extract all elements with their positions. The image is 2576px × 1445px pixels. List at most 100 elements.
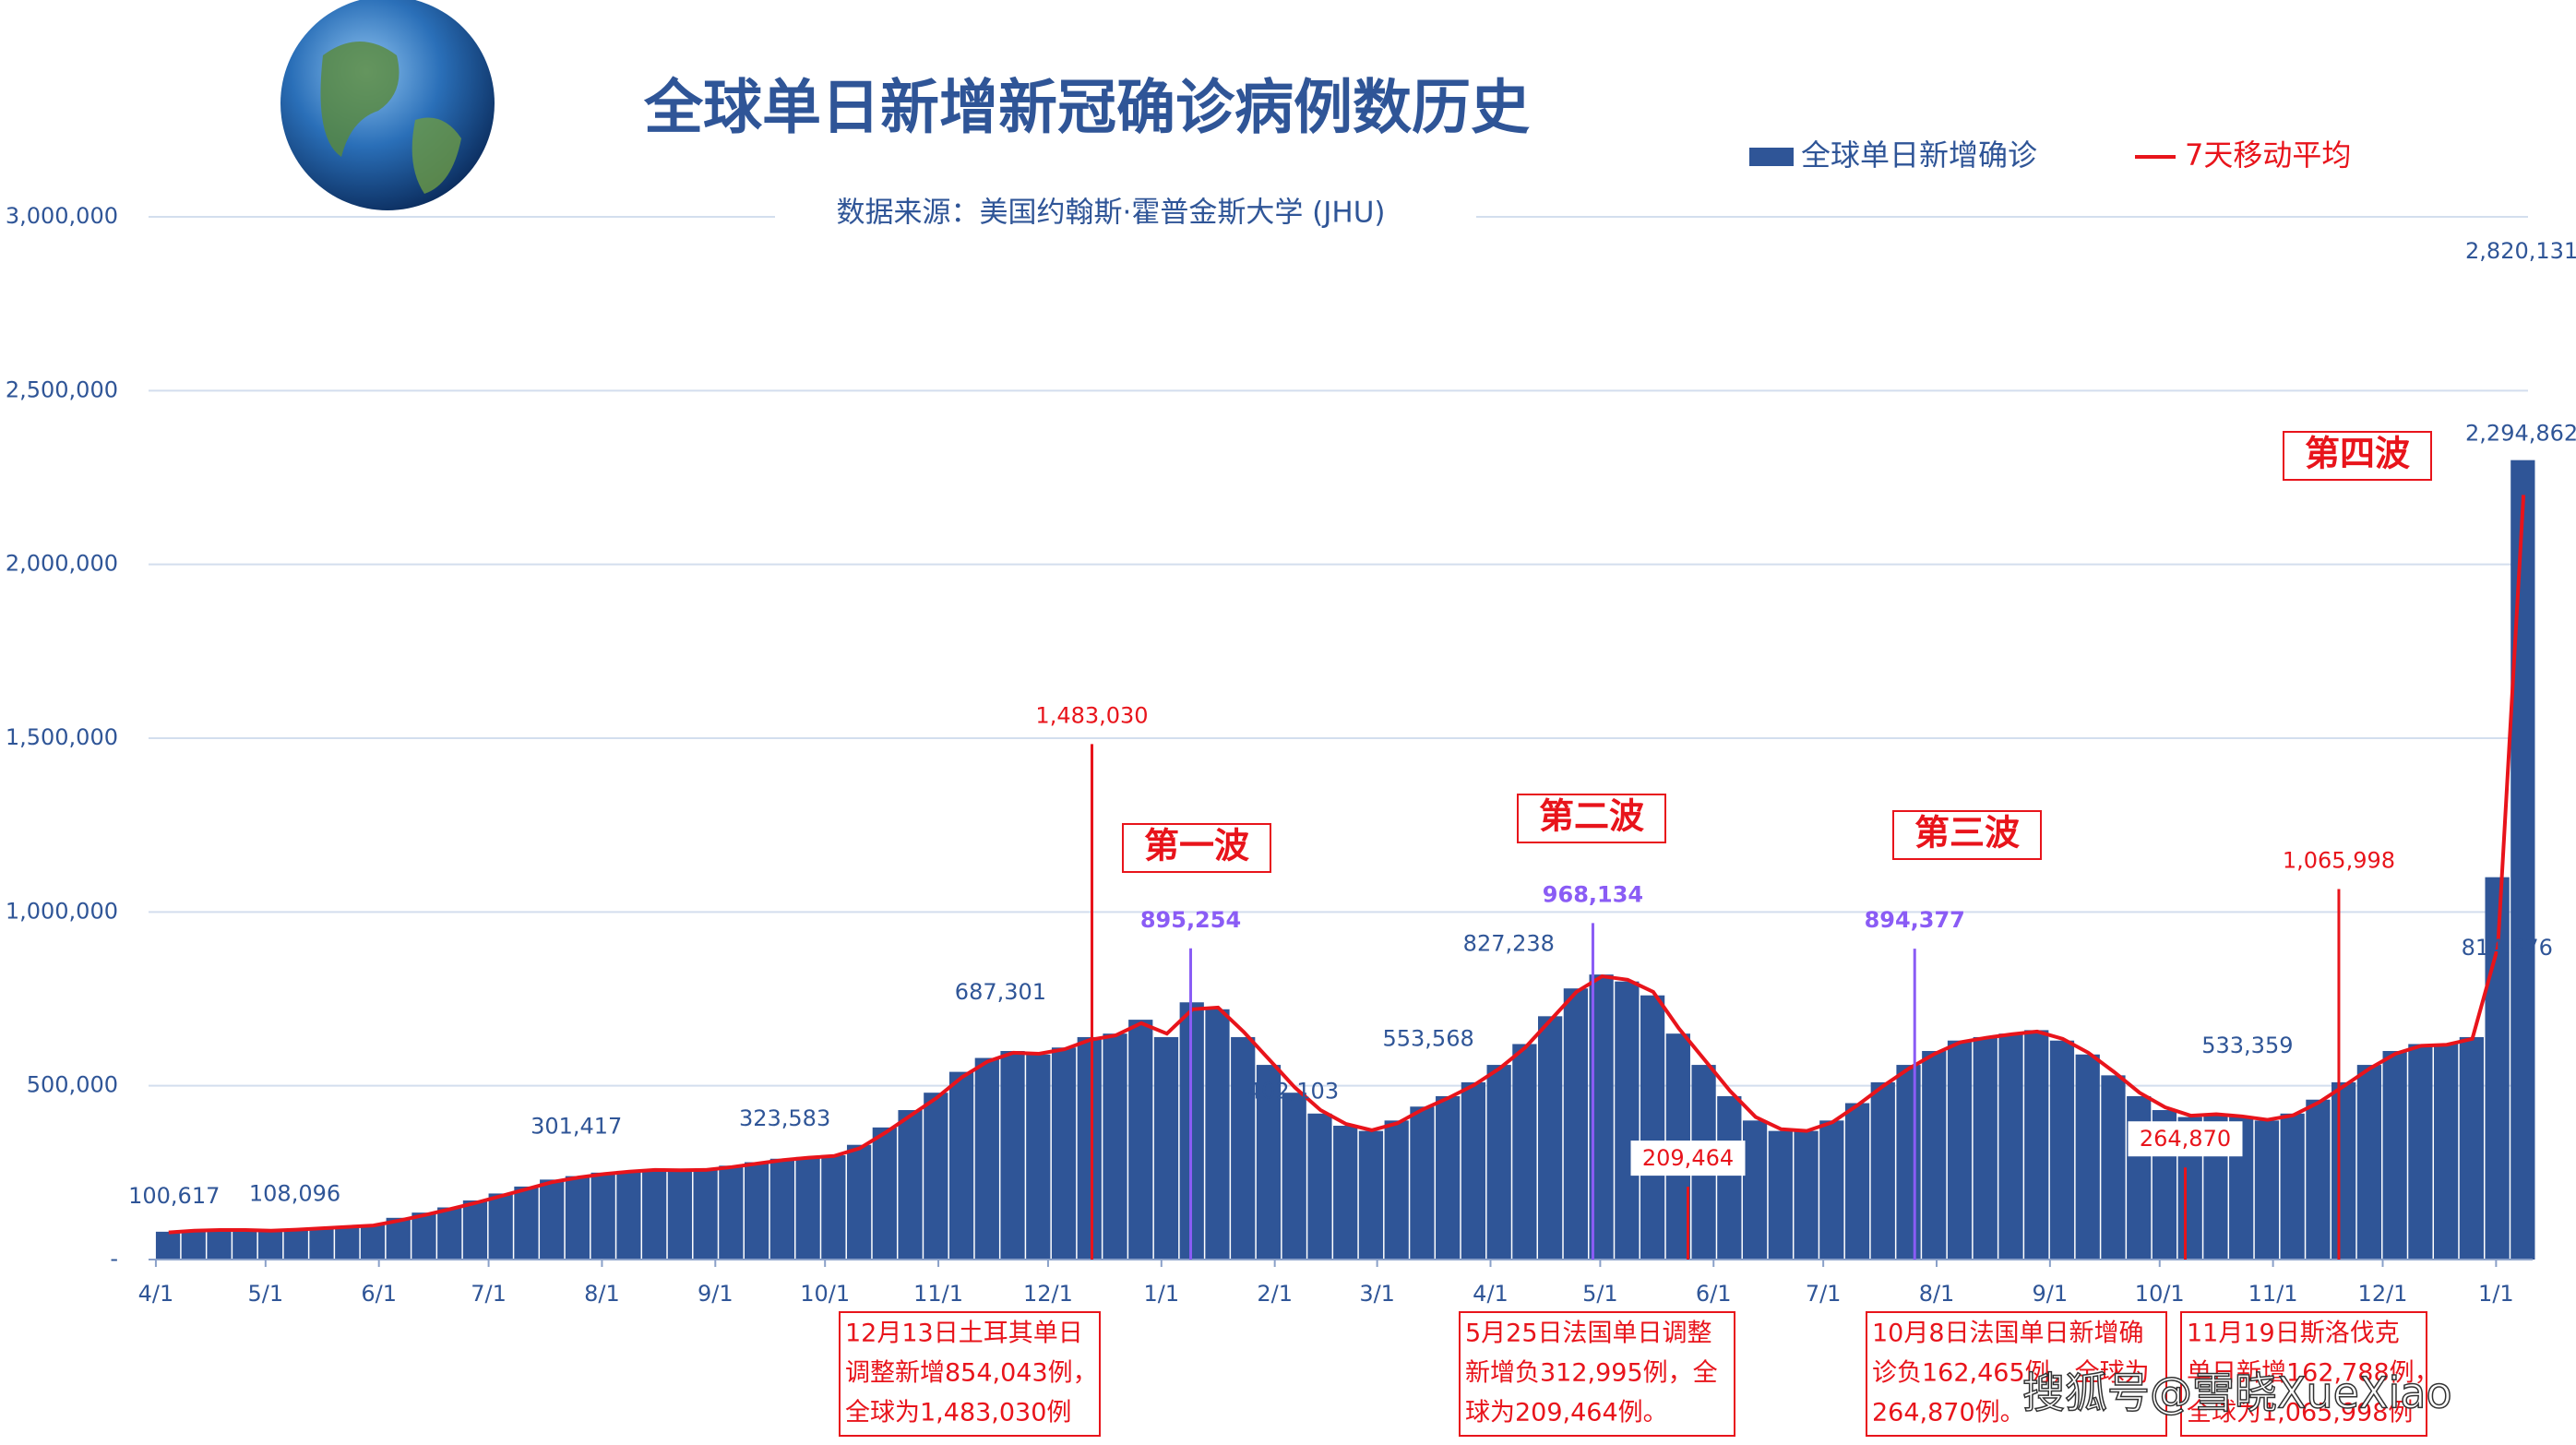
bar <box>667 1170 693 1260</box>
bar <box>693 1169 718 1260</box>
bar <box>2280 1113 2305 1260</box>
bar <box>2332 1081 2356 1260</box>
annotation-label: 2,820,131 <box>2465 238 2576 264</box>
bar <box>2510 460 2535 1260</box>
bar <box>233 1229 257 1260</box>
bar <box>1384 1120 1409 1260</box>
bar <box>1333 1125 1358 1260</box>
x-tick-label: 1/1 <box>2478 1281 2514 1307</box>
bar <box>2433 1044 2459 1260</box>
x-tick-label: 12/1 <box>1023 1281 1073 1307</box>
annotation-label: 108,096 <box>249 1180 340 1206</box>
note-box <box>2180 1311 2427 1437</box>
bar <box>2408 1044 2433 1260</box>
bar <box>1026 1054 1051 1260</box>
bar <box>386 1217 411 1260</box>
bar <box>411 1212 436 1260</box>
bar <box>2356 1065 2382 1260</box>
annotation-label: 323,583 <box>739 1105 830 1131</box>
bar <box>745 1162 769 1260</box>
bar <box>1461 1081 1486 1260</box>
note-text: 调整新增854,043例， <box>845 1359 1098 1388</box>
annotation-label: 100,617 <box>128 1183 220 1209</box>
note-text: 诊负162,465例，全球为 <box>1872 1359 2150 1388</box>
bar <box>1998 1033 2023 1260</box>
x-tick-label: 4/1 <box>138 1281 174 1307</box>
bar <box>335 1226 360 1260</box>
bar <box>1794 1130 1819 1260</box>
y-tick-label: 1,000,000 <box>6 898 118 924</box>
bar <box>1307 1113 1332 1260</box>
wave-box <box>1122 823 1271 873</box>
bar <box>1512 1044 1537 1260</box>
note-box <box>1459 1311 1735 1437</box>
wave-label: 第二波 <box>1539 796 1644 837</box>
wave-label: 第三波 <box>1914 813 2020 854</box>
y-tick-label: 3,000,000 <box>6 203 118 229</box>
bar <box>207 1229 232 1260</box>
bar <box>769 1158 794 1260</box>
bar <box>1128 1020 1153 1260</box>
bar <box>2024 1030 2049 1260</box>
note-text: 球为209,464例。 <box>1465 1399 1668 1427</box>
x-tick-label: 2/1 <box>1257 1281 1293 1307</box>
bar <box>181 1229 206 1260</box>
bar <box>2254 1120 2280 1260</box>
bar <box>1538 1016 1563 1260</box>
x-tick-label: 12/1 <box>2358 1281 2408 1307</box>
bar <box>1282 1093 1306 1260</box>
x-tick-label: 6/1 <box>361 1281 397 1307</box>
bar <box>462 1200 488 1260</box>
moving-average-line <box>168 495 2526 1235</box>
bar <box>2127 1095 2152 1260</box>
bar <box>1947 1040 1973 1260</box>
x-tick-label: 10/1 <box>800 1281 850 1307</box>
y-tick-label: 1,500,000 <box>6 724 118 750</box>
bar <box>795 1156 820 1260</box>
bar <box>437 1207 462 1260</box>
bar <box>821 1155 846 1260</box>
annotation-label: 968,134 <box>1543 881 1643 907</box>
bar <box>1205 1009 1230 1260</box>
bar <box>948 1071 974 1260</box>
bar <box>2049 1040 2075 1260</box>
legend-label: 7天移动平均 <box>2185 137 2351 173</box>
bar <box>1486 1065 1511 1260</box>
bar <box>974 1057 999 1260</box>
annotation-label: 402,103 <box>1247 1079 1339 1105</box>
bar <box>2075 1054 2100 1260</box>
x-tick-label: 10/1 <box>2135 1281 2185 1307</box>
bar <box>1896 1065 1921 1260</box>
note-text: 全球为1,065,998例 <box>2187 1399 2413 1427</box>
annotation-bg <box>2128 1121 2243 1157</box>
note-text: 10月8日法国单日新增确 <box>1872 1320 2144 1348</box>
bar <box>309 1227 334 1260</box>
bar <box>2101 1075 2126 1260</box>
note-box <box>1866 1311 2167 1437</box>
x-tick-label: 9/1 <box>2033 1281 2069 1307</box>
bar <box>2306 1099 2331 1260</box>
note-box <box>839 1311 1101 1437</box>
bar <box>1103 1033 1127 1260</box>
bar <box>283 1228 308 1260</box>
subtitle-bg <box>775 196 1476 236</box>
wave-label: 第四波 <box>2305 434 2410 474</box>
x-tick-label: 7/1 <box>1806 1281 1842 1307</box>
bar <box>1000 1051 1025 1260</box>
x-tick-label: 8/1 <box>1919 1281 1955 1307</box>
bar <box>1640 995 1665 1260</box>
bar <box>1922 1051 1947 1260</box>
bar <box>1436 1095 1461 1260</box>
bar <box>1153 1036 1179 1260</box>
x-tick-label: 5/1 <box>1582 1281 1618 1307</box>
note-text: 单日新增162,788例， <box>2187 1359 2439 1388</box>
bar <box>360 1224 386 1260</box>
annotation-label: 1,483,030 <box>1035 702 1148 728</box>
wave-label: 第一波 <box>1144 826 1249 866</box>
bar <box>257 1231 283 1260</box>
wave-box <box>1892 810 2042 860</box>
bar <box>1231 1036 1256 1260</box>
y-tick-label: 2,000,000 <box>6 551 118 577</box>
bar <box>2382 1051 2407 1260</box>
